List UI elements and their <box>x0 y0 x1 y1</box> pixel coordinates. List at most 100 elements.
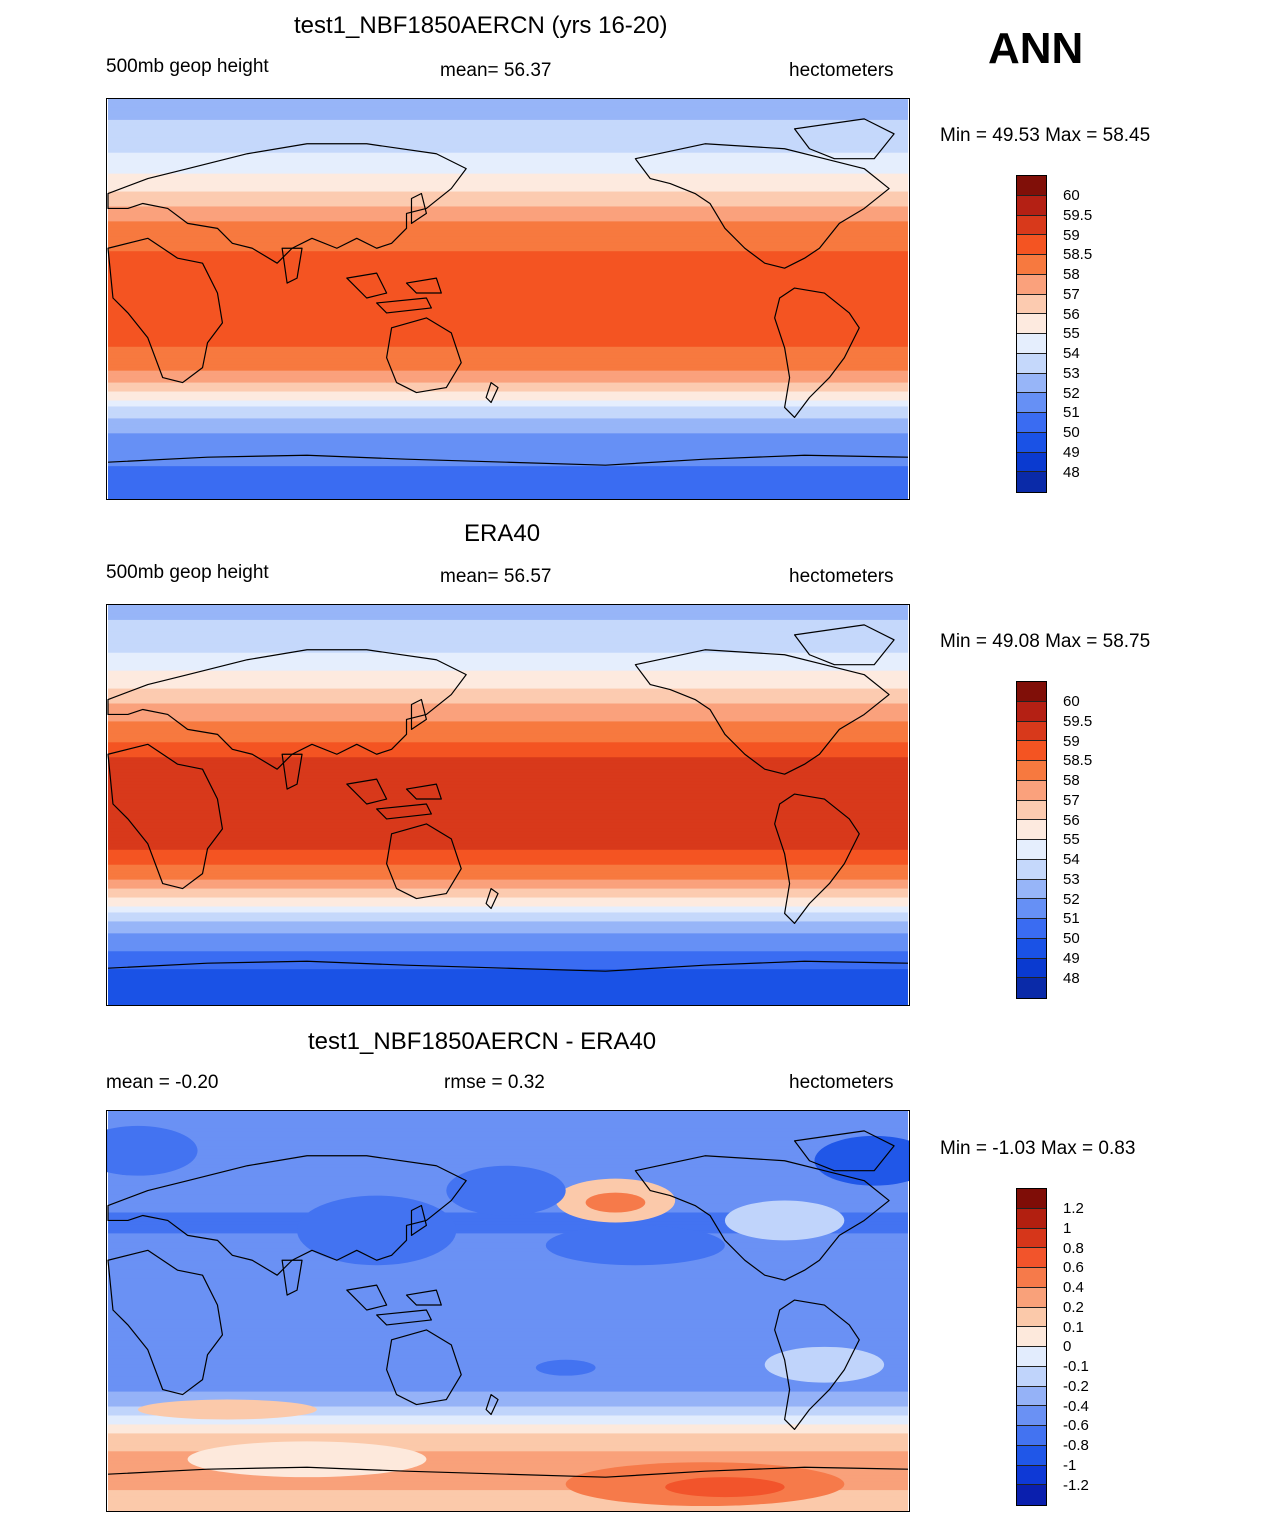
contour-band-90 <box>108 1379 908 1384</box>
contour-band-51 <box>108 251 908 255</box>
contour-band-129 <box>108 484 908 488</box>
anomaly-region-2 <box>297 1195 457 1266</box>
contour-band-77 <box>108 834 908 839</box>
contour-band-46 <box>108 236 908 240</box>
colorbar-tick-label: 55 <box>1063 831 1080 849</box>
contour-band-68 <box>108 807 908 812</box>
contour-band-87 <box>108 358 908 363</box>
anomaly-region-4 <box>545 1225 725 1266</box>
coastline-3 <box>346 272 388 299</box>
contour-band-0 <box>108 1111 908 1115</box>
contour-band-123 <box>108 466 908 470</box>
contour-band-20 <box>108 664 908 669</box>
contour-band-86 <box>108 861 908 866</box>
contour-band-128 <box>108 1493 908 1497</box>
colorbar-swatch-9 <box>1017 859 1046 880</box>
colorbar-swatch-1 <box>1017 1208 1046 1229</box>
contour-band-118 <box>108 957 908 961</box>
coastline-4 <box>376 803 432 820</box>
panel1-map <box>106 98 910 500</box>
contour-band-9 <box>108 631 908 636</box>
contour-band-83 <box>108 346 908 351</box>
contour-band-83 <box>108 852 908 857</box>
colorbar-tick-label: 56 <box>1063 811 1080 829</box>
colorbar-tick-label: 60 <box>1063 187 1080 204</box>
colorbar-swatch-11 <box>1017 393 1046 413</box>
contour-band-12 <box>108 1146 908 1151</box>
contour-band-55 <box>108 1275 908 1279</box>
contour-band-107 <box>108 1430 908 1434</box>
contour-band-45 <box>108 739 908 743</box>
contour-band-123 <box>108 1478 908 1482</box>
contour-band-39 <box>108 215 908 219</box>
colorbar-swatch-15 <box>1017 472 1046 492</box>
contour-band-33 <box>108 197 908 201</box>
contour-band-45 <box>108 233 908 237</box>
contour-band-8 <box>108 122 908 127</box>
contour-band-57 <box>108 775 908 779</box>
contour-band-62 <box>108 284 908 288</box>
contour-band-28 <box>108 688 908 693</box>
contour-band-132 <box>108 999 908 1003</box>
colorbar-tick-label: 48 <box>1063 969 1080 987</box>
panel2-minmax: Min = 49.08 Max = 58.75 <box>940 631 1151 652</box>
colorbar-tick-label: 59.5 <box>1063 712 1093 730</box>
contour-band-27 <box>108 685 908 690</box>
contour-band-60 <box>108 1290 908 1294</box>
contour-band-14 <box>108 140 908 145</box>
colorbar-swatch-9 <box>1017 1366 1046 1387</box>
contour-band-125 <box>108 1484 908 1488</box>
contour-band-38 <box>108 212 908 216</box>
coastline-1 <box>107 649 467 770</box>
colorbar-tick-label: 58 <box>1063 266 1080 283</box>
contour-band-3 <box>108 613 908 618</box>
panel3-units-label: hectometers <box>789 1072 894 1093</box>
coastline-0 <box>107 237 224 384</box>
colorbar-tick-label: 50 <box>1063 424 1080 441</box>
colorbar-tick-label: 59.5 <box>1063 206 1093 224</box>
contour-band-58 <box>108 272 908 276</box>
contour-band-37 <box>108 1221 908 1225</box>
colorbar-tick-label: -1.2 <box>1063 1476 1089 1494</box>
contour-band-84 <box>108 855 908 860</box>
contour-band-85 <box>108 858 908 863</box>
coastline-4 <box>376 297 432 314</box>
contour-band-130 <box>108 993 908 997</box>
contour-band-0 <box>108 99 908 103</box>
contour-band-65 <box>108 1305 908 1309</box>
contour-band-25 <box>108 173 908 178</box>
colorbar-swatch-10 <box>1017 1386 1046 1407</box>
contour-band-119 <box>108 454 908 458</box>
contour-band-82 <box>108 343 908 348</box>
contour-band-79 <box>108 1346 908 1351</box>
colorbar-tick-label: -0.8 <box>1063 1437 1089 1454</box>
contour-band-61 <box>108 787 908 791</box>
contour-band-24 <box>108 676 908 681</box>
colorbar-tick-label: 1.2 <box>1063 1200 1084 1217</box>
coastline-7 <box>386 317 462 394</box>
contour-band-107 <box>108 924 908 928</box>
contour-band-82 <box>108 849 908 854</box>
contour-band-57 <box>108 1281 908 1285</box>
colorbar-swatch-13 <box>1017 938 1046 959</box>
contour-band-95 <box>108 382 908 387</box>
contour-band-90 <box>108 873 908 878</box>
contour-band-131 <box>108 1502 908 1506</box>
contour-band-33 <box>108 703 908 707</box>
colorbar-swatch-2 <box>1017 1228 1046 1249</box>
contour-band-40 <box>108 1230 908 1234</box>
colorbar-swatch-11 <box>1017 899 1046 919</box>
contour-band-57 <box>108 269 908 273</box>
coastline-12 <box>107 960 909 972</box>
contour-band-47 <box>108 745 908 749</box>
contour-band-68 <box>108 1313 908 1318</box>
colorbar-tick-label: 59 <box>1063 226 1080 244</box>
contour-band-84 <box>108 349 908 354</box>
contour-band-124 <box>108 975 908 979</box>
contour-band-16 <box>108 146 908 151</box>
colorbar-tick-label: -0.1 <box>1063 1358 1089 1375</box>
contour-band-133 <box>108 496 908 499</box>
colorbar-swatch-2 <box>1017 215 1046 236</box>
contour-band-99 <box>108 900 908 905</box>
contour-band-126 <box>108 981 908 985</box>
